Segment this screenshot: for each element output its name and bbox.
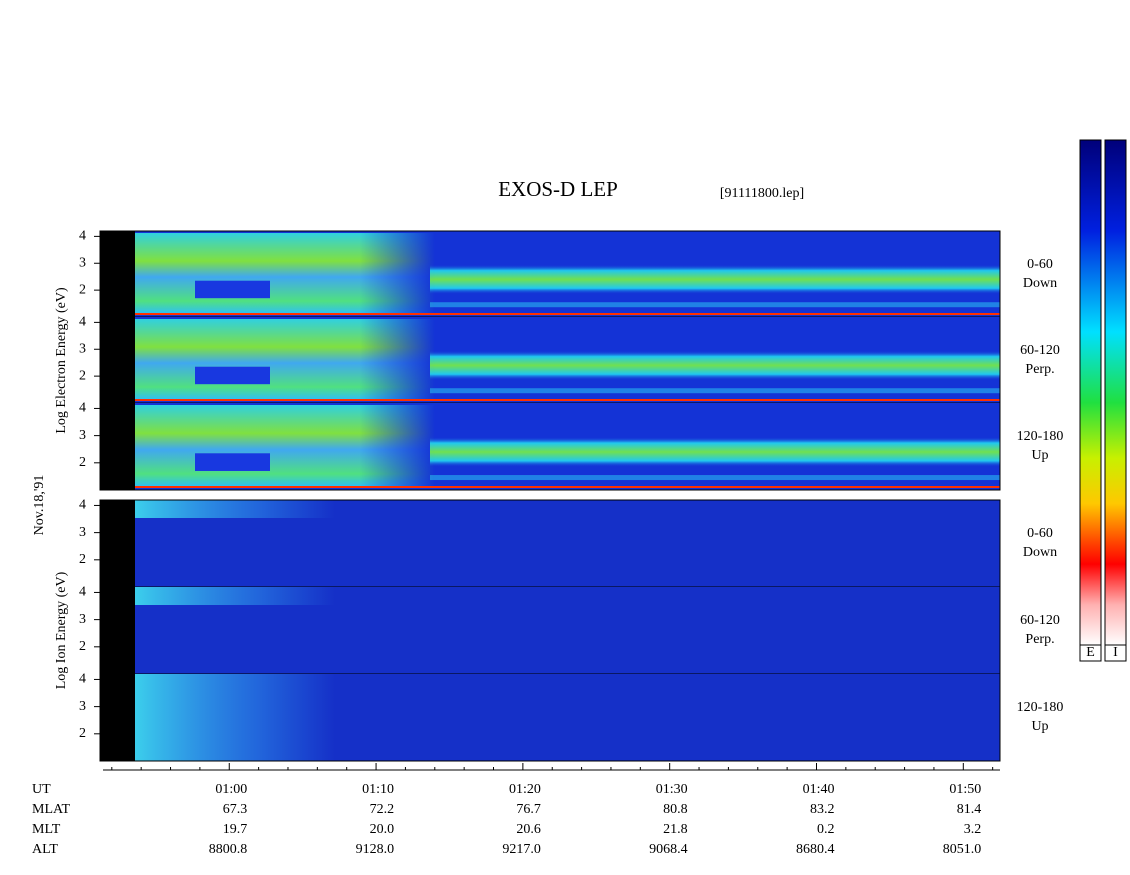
spectrum-gap (195, 366, 270, 385)
colorbars: E I (1079, 139, 1127, 662)
spectrum-blank (100, 403, 135, 490)
y-tick-label: 2 (79, 726, 86, 741)
x-tick-label: 01:40 (803, 782, 835, 797)
orbit-value: 67.3 (223, 802, 248, 817)
x-axis-label: UT (32, 782, 51, 797)
y-axis-label: Log Electron Energy (eV) (54, 287, 69, 434)
spectrum-blank (100, 317, 135, 403)
spectrum-early (135, 319, 435, 399)
colorbar (1104, 139, 1127, 646)
panel-sublabel: Down (1023, 276, 1057, 291)
orbit-value: 76.7 (516, 802, 541, 817)
orbit-value: 19.7 (223, 822, 248, 837)
spectrum-gap (195, 453, 270, 471)
colorbar-label: I (1113, 645, 1118, 660)
spectrum-gap (195, 280, 270, 299)
y-tick-label: 3 (79, 341, 86, 356)
orbit-value: 9068.4 (649, 842, 688, 857)
date-label: Nov.18,'91 (32, 475, 47, 536)
y-tick-label: 2 (79, 368, 86, 383)
spectrum-patch (135, 500, 335, 518)
spectrum-band (430, 302, 1000, 308)
y-tick-label: 4 (79, 401, 86, 416)
plot-frame (99, 499, 1001, 762)
y-tick-label: 4 (79, 672, 86, 687)
colorbar (1079, 139, 1102, 646)
x-tick-label: 01:10 (362, 782, 394, 797)
spectrum-band (430, 350, 1000, 381)
panel-label: 60-120 (1020, 343, 1060, 358)
panel-label: 120-180 (1017, 700, 1064, 715)
spectrum-blank (100, 500, 135, 587)
chart-title: EXOS-D LEP (498, 177, 618, 201)
spectrum-patch (135, 674, 335, 761)
y-tick-label: 4 (79, 498, 86, 513)
spectrum-band (430, 475, 1000, 481)
spectrum-band (430, 264, 1000, 295)
y-tick-label: 4 (79, 315, 86, 330)
y-axis-label: Log Ion Energy (eV) (54, 571, 69, 689)
panel-sublabel: Perp. (1025, 362, 1054, 377)
panel-sublabel: Down (1023, 545, 1057, 560)
spectrum-edge (135, 399, 1000, 401)
spectrum-patch (135, 587, 335, 605)
colorbar-label: E (1086, 645, 1095, 660)
panel-sublabel: Perp. (1025, 632, 1054, 647)
panel-sublabel: Up (1031, 448, 1048, 463)
y-tick-label: 2 (79, 552, 86, 567)
orbit-value: 81.4 (957, 802, 982, 817)
orbit-value: 80.8 (663, 802, 688, 817)
spectrum-band (430, 436, 1000, 467)
spectrum-edge (135, 313, 1000, 315)
colorbar-box (1079, 644, 1102, 662)
y-tick-label: 3 (79, 428, 86, 443)
spectrum-band (430, 388, 1000, 394)
orbit-value: 21.8 (663, 822, 688, 837)
spectrum-blank (100, 587, 135, 674)
orbit-value: 83.2 (810, 802, 835, 817)
panel-label: 60-120 (1020, 613, 1060, 628)
y-tick-label: 4 (79, 585, 86, 600)
file-label: [91111800.lep] (720, 186, 804, 201)
spectrum-early (135, 233, 435, 313)
orbit-value: 3.2 (964, 822, 982, 837)
spectrum-blank (100, 231, 135, 317)
y-tick-label: 4 (79, 229, 86, 244)
x-tick-label: 01:30 (656, 782, 688, 797)
panel-label: 120-180 (1017, 429, 1064, 444)
orbit-row-label: MLAT (32, 802, 71, 817)
y-tick-label: 3 (79, 525, 86, 540)
orbit-row-label: ALT (32, 842, 58, 857)
y-tick-label: 2 (79, 282, 86, 297)
orbit-value: 9217.0 (502, 842, 541, 857)
orbit-value: 8051.0 (943, 842, 982, 857)
orbit-value: 20.0 (370, 822, 395, 837)
spectrum-early (135, 405, 435, 486)
panel-sublabel: Up (1031, 719, 1048, 734)
y-tick-label: 2 (79, 639, 86, 654)
orbit-value: 8680.4 (796, 842, 835, 857)
spectrum-edge (135, 486, 1000, 488)
panel-label: 0-60 (1027, 526, 1053, 541)
orbit-value: 20.6 (516, 822, 541, 837)
orbit-value: 0.2 (817, 822, 835, 837)
panel-label: 0-60 (1027, 257, 1053, 272)
y-tick-label: 3 (79, 612, 86, 627)
spectrum-blank (100, 674, 135, 761)
orbit-value: 8800.8 (209, 842, 248, 857)
y-tick-label: 3 (79, 255, 86, 270)
orbit-row-label: MLT (32, 822, 61, 837)
plot-frame (99, 230, 1001, 491)
colorbar-box (1104, 644, 1127, 662)
orbit-value: 9128.0 (356, 842, 395, 857)
y-tick-label: 3 (79, 699, 86, 714)
x-tick-label: 01:00 (215, 782, 247, 797)
x-tick-label: 01:50 (949, 782, 981, 797)
y-tick-label: 2 (79, 455, 86, 470)
orbit-value: 72.2 (370, 802, 395, 817)
x-tick-label: 01:20 (509, 782, 541, 797)
spectrogram (99, 230, 1001, 762)
